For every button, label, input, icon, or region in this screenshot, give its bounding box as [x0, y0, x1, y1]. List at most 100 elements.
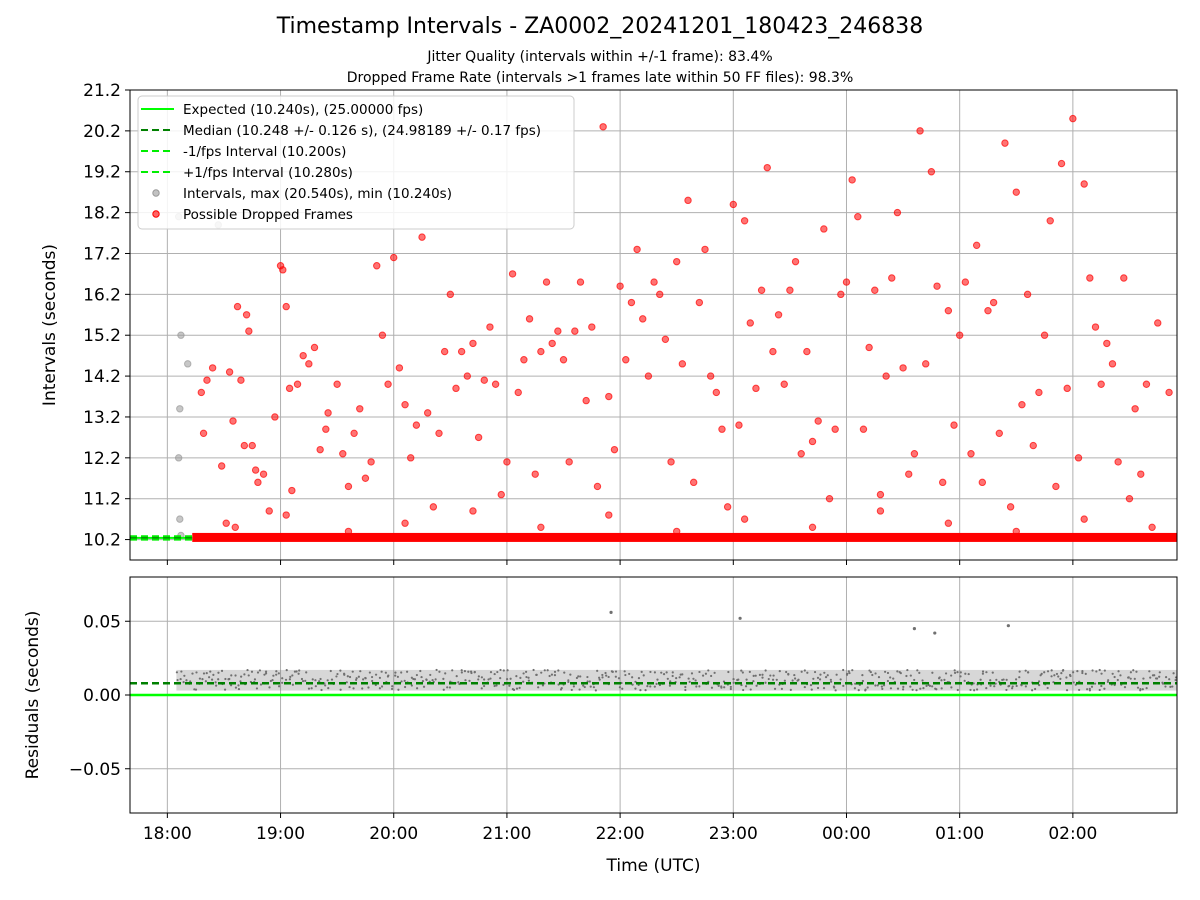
residual-point [981, 672, 985, 675]
data-point [1154, 319, 1162, 327]
data-point [480, 376, 488, 384]
residual-point [979, 678, 982, 681]
residual-point [1053, 674, 1056, 677]
data-point [627, 298, 636, 307]
data-point [401, 400, 409, 409]
residual-point [493, 684, 496, 688]
data-point [797, 450, 805, 458]
residual-point [1153, 674, 1156, 677]
residual-point [396, 675, 399, 678]
residual-point [617, 677, 621, 680]
residual-point [1069, 674, 1072, 678]
residual-point [567, 680, 570, 684]
residual-point [522, 680, 525, 683]
data-point [407, 454, 415, 462]
residual-point [346, 675, 349, 678]
residual-point [1164, 685, 1167, 688]
residual-point [618, 686, 622, 689]
residual-point [442, 688, 445, 691]
data-point [808, 523, 817, 532]
residual-point [752, 680, 755, 683]
data-point [1001, 139, 1009, 147]
residual-point [964, 672, 967, 675]
data-point [984, 306, 992, 315]
residual-point [944, 672, 948, 675]
residual-point [829, 678, 832, 681]
residual-point [247, 674, 250, 677]
residual-point [881, 687, 884, 691]
residual-point [684, 685, 687, 689]
residual-point [769, 674, 772, 677]
data-point [735, 421, 743, 429]
data-point [995, 429, 1003, 438]
residual-point [649, 685, 652, 688]
residual-point [246, 668, 249, 672]
residual-point [582, 684, 585, 687]
residuals-band [176, 669, 1177, 691]
residual-point [525, 675, 528, 679]
data-point [582, 396, 590, 405]
residual-point [301, 679, 305, 683]
residual-point [204, 680, 207, 683]
residual-point [522, 672, 525, 675]
residual-point [861, 674, 864, 677]
data-point [650, 278, 658, 286]
residual-point [489, 677, 492, 680]
data-point [412, 421, 421, 429]
residual-point [540, 671, 543, 674]
residual-point [239, 680, 242, 683]
data-point [1148, 523, 1156, 532]
residual-point [1043, 671, 1046, 674]
residual-point [761, 676, 764, 679]
residual-point [803, 669, 806, 672]
residual-point [744, 685, 748, 688]
residual-point [527, 676, 530, 679]
residual-point [314, 685, 317, 688]
residual-point [639, 689, 642, 692]
residual-point [1106, 680, 1110, 684]
residual-point [704, 672, 708, 675]
data-point [967, 450, 975, 458]
residual-point [861, 679, 864, 683]
residual-point [307, 687, 311, 690]
residual-point [421, 679, 425, 683]
y-tick-label: 0.00 [83, 686, 121, 706]
data-point [859, 425, 868, 433]
data-point [950, 421, 958, 429]
residual-point [707, 669, 710, 672]
legend-label: Expected (10.240s), (25.00000 fps) [183, 102, 423, 118]
residual-point [362, 678, 365, 681]
residual-point [403, 685, 407, 689]
residual-point [310, 687, 313, 690]
residual-point [916, 669, 919, 672]
data-point [322, 425, 330, 433]
data-point [955, 331, 964, 339]
data-point [203, 376, 211, 384]
data-point [961, 278, 970, 286]
residual-point [892, 677, 895, 680]
residual-point [339, 669, 342, 672]
residual-point [191, 672, 194, 675]
data-point [893, 208, 902, 217]
residual-point [695, 685, 698, 688]
residual-point [660, 671, 663, 674]
residual-point [623, 670, 626, 673]
residual-point [665, 671, 668, 674]
residual-point [775, 678, 778, 681]
data-point [740, 217, 749, 225]
residual-point [656, 678, 659, 681]
residual-point [690, 672, 694, 675]
residual-point [541, 684, 545, 687]
data-point [282, 511, 290, 519]
residual-point [989, 684, 992, 687]
data-point [1125, 494, 1134, 503]
residual-point [851, 669, 854, 672]
residual-point [624, 673, 627, 677]
residual-outlier [1006, 624, 1010, 628]
residual-point [646, 685, 649, 688]
data-point [548, 339, 556, 348]
axes-frame [129, 576, 1178, 814]
residual-point [1123, 686, 1127, 689]
residual-point [1050, 675, 1053, 678]
residual-point [583, 685, 586, 689]
